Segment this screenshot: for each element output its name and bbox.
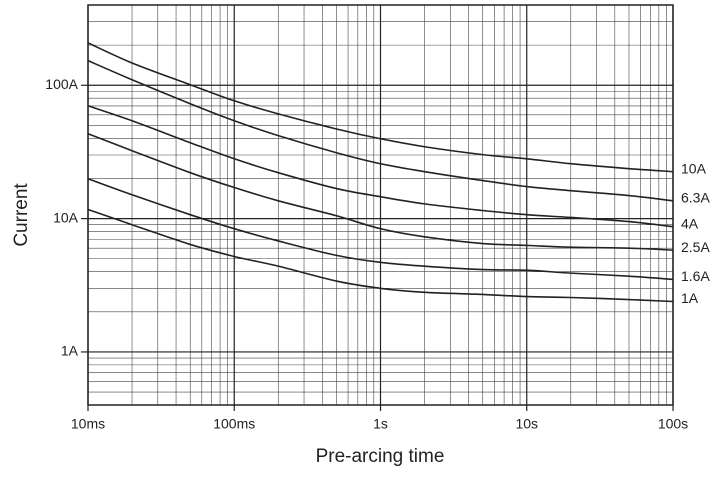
y-tick-label: 1A [61, 343, 79, 359]
x-tick-label: 100ms [213, 416, 255, 432]
curve [87, 208, 674, 303]
curve [87, 42, 674, 173]
y-axis-label: Current [11, 183, 32, 247]
y-tick-label: 100A [45, 76, 78, 92]
y-tick-label: 10A [53, 209, 79, 225]
curve [87, 59, 674, 202]
x-tick-label: 1s [373, 416, 388, 432]
curve [87, 105, 674, 228]
x-tick-label: 10s [515, 416, 538, 432]
x-tick-label: 10ms [71, 416, 105, 432]
curve [87, 178, 674, 281]
series-label: 6.3A [681, 190, 710, 206]
x-axis-label: Pre-arcing time [316, 446, 445, 467]
series-label: 1.6A [681, 268, 710, 284]
series-label: 10A [681, 160, 707, 176]
series-label: 4A [681, 215, 699, 231]
series-label: 1A [681, 290, 699, 306]
series-label: 2.5A [681, 239, 710, 255]
curve [87, 132, 674, 251]
x-tick-label: 100s [658, 416, 688, 432]
plot-frame [87, 4, 674, 406]
